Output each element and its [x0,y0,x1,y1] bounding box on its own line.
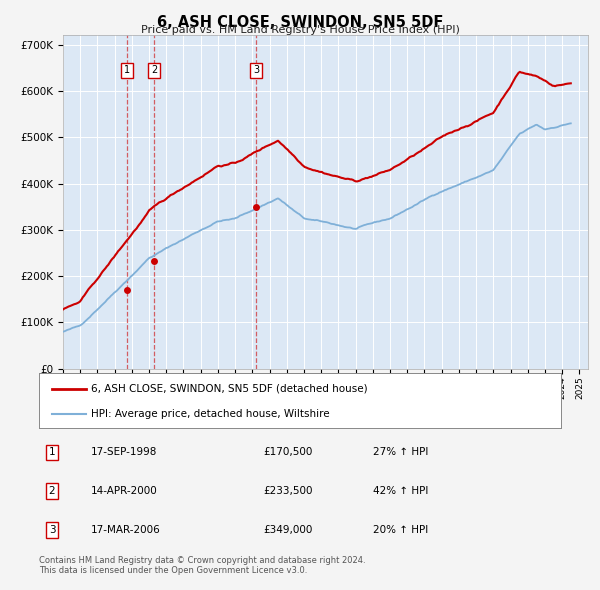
Text: 17-MAR-2006: 17-MAR-2006 [91,525,161,535]
Text: 20% ↑ HPI: 20% ↑ HPI [373,525,428,535]
Text: 1: 1 [49,447,55,457]
Text: £170,500: £170,500 [263,447,313,457]
Text: 17-SEP-1998: 17-SEP-1998 [91,447,158,457]
Text: 3: 3 [253,65,259,76]
Text: HPI: Average price, detached house, Wiltshire: HPI: Average price, detached house, Wilt… [91,409,330,419]
Text: 2: 2 [49,486,55,496]
Text: 27% ↑ HPI: 27% ↑ HPI [373,447,428,457]
Text: £349,000: £349,000 [263,525,313,535]
Text: 42% ↑ HPI: 42% ↑ HPI [373,486,428,496]
Text: Contains HM Land Registry data © Crown copyright and database right 2024.: Contains HM Land Registry data © Crown c… [39,556,365,565]
Text: £233,500: £233,500 [263,486,313,496]
Text: 2: 2 [151,65,157,76]
Text: This data is licensed under the Open Government Licence v3.0.: This data is licensed under the Open Gov… [39,566,307,575]
Text: 3: 3 [49,525,55,535]
Text: 6, ASH CLOSE, SWINDON, SN5 5DF: 6, ASH CLOSE, SWINDON, SN5 5DF [157,15,443,30]
Text: 14-APR-2000: 14-APR-2000 [91,486,158,496]
Text: 6, ASH CLOSE, SWINDON, SN5 5DF (detached house): 6, ASH CLOSE, SWINDON, SN5 5DF (detached… [91,384,368,394]
Text: 1: 1 [124,65,130,76]
Text: Price paid vs. HM Land Registry's House Price Index (HPI): Price paid vs. HM Land Registry's House … [140,25,460,35]
